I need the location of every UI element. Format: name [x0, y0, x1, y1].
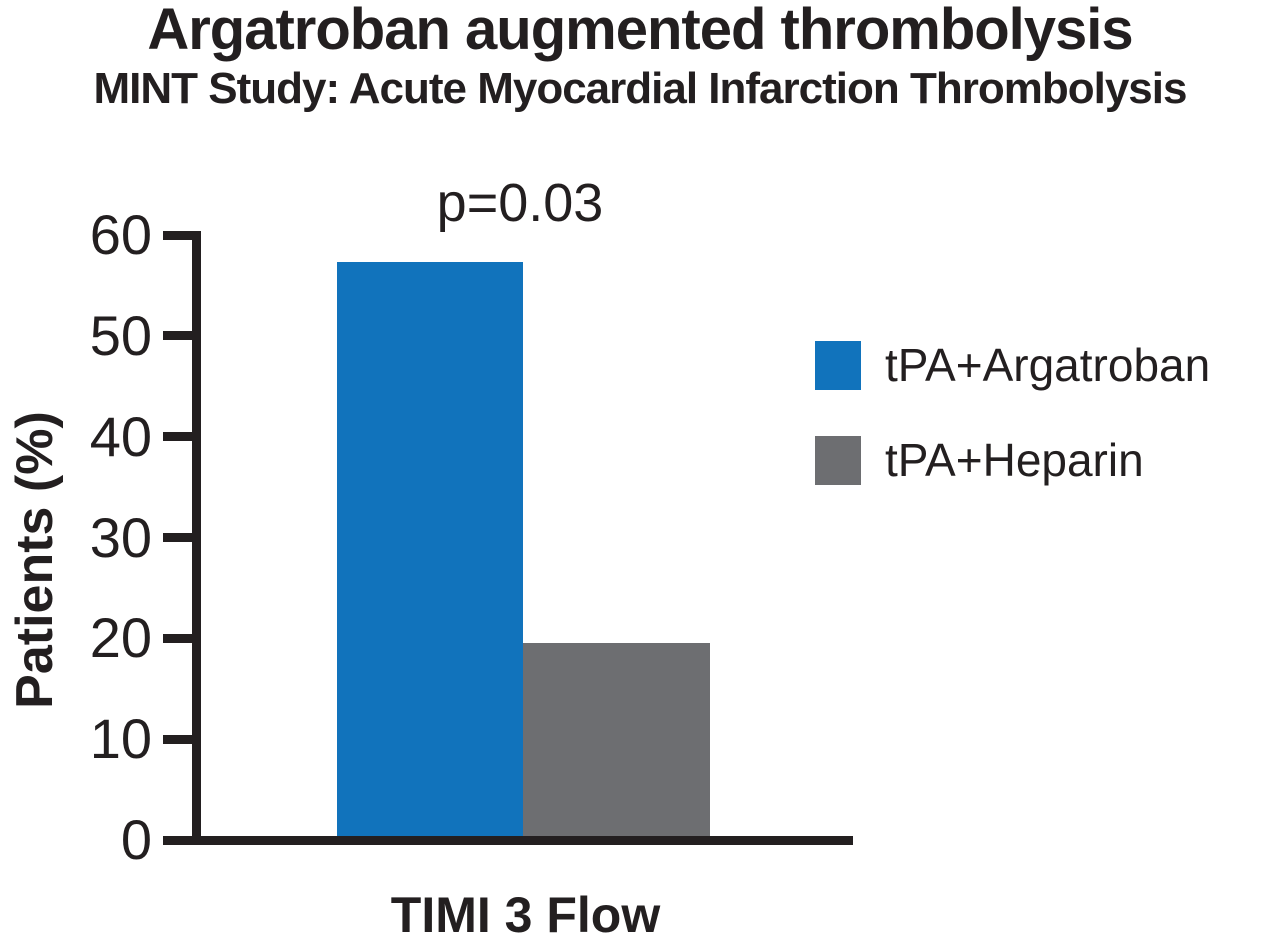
y-tick-label: 20 — [89, 606, 152, 670]
legend-item: tPA+Argatroban — [815, 338, 1210, 392]
y-tick-mark — [163, 533, 196, 542]
y-tick-mark — [163, 230, 196, 240]
y-tick-label: 60 — [89, 203, 152, 266]
x-axis-line — [163, 836, 853, 845]
y-tick-label: 0 — [120, 808, 152, 871]
y-tick-mark — [163, 633, 196, 643]
legend-swatch-icon — [815, 435, 861, 485]
y-tick-label: 50 — [89, 303, 152, 367]
bar-tpa-heparin — [523, 643, 710, 836]
y-tick-mark — [163, 835, 196, 845]
p-value-annotation: p=0.03 — [436, 173, 604, 233]
y-tick-label: 40 — [89, 404, 152, 468]
y-tick-label: 30 — [89, 505, 152, 569]
chart-title: Argatroban augmented thrombolysis — [147, 0, 1133, 62]
x-axis-category-label: TIMI 3 Flow — [390, 887, 661, 942]
y-tick-mark — [163, 734, 196, 744]
y-tick-label: 10 — [89, 707, 152, 771]
bar-tpa-argatroban — [337, 262, 523, 836]
legend-swatch-icon — [815, 340, 861, 390]
y-tick-mark — [163, 432, 196, 442]
y-tick-mark — [163, 331, 196, 341]
legend-label: tPA+Argatroban — [885, 339, 1211, 391]
chart-subtitle: MINT Study: Acute Myocardial Infarction … — [93, 64, 1188, 113]
legend-item: tPA+Heparin — [815, 433, 1210, 487]
legend: tPA+Argatroban tPA+Heparin — [815, 338, 1210, 528]
y-axis-line — [192, 231, 201, 844]
legend-label: tPA+Heparin — [885, 434, 1144, 486]
